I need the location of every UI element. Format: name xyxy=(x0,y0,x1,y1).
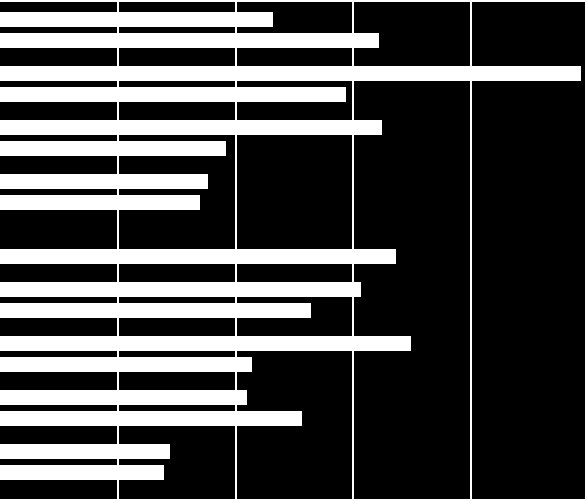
chart-bars xyxy=(0,2,585,499)
bar xyxy=(0,87,346,102)
bar xyxy=(0,66,581,81)
bar xyxy=(0,12,273,27)
bar xyxy=(0,141,226,156)
bar-chart xyxy=(0,0,587,501)
bar xyxy=(0,390,247,405)
bar xyxy=(0,249,396,264)
bar xyxy=(0,465,164,480)
bar xyxy=(0,357,252,372)
bar xyxy=(0,336,411,351)
bar xyxy=(0,195,200,210)
bar xyxy=(0,33,379,48)
bar xyxy=(0,282,361,297)
bar xyxy=(0,411,302,426)
bar xyxy=(0,303,311,318)
bar xyxy=(0,120,382,135)
bar xyxy=(0,444,170,459)
bar xyxy=(0,174,208,189)
